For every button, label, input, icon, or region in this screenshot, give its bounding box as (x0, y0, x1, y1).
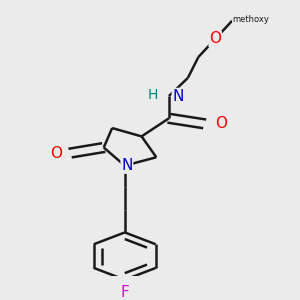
Text: F: F (120, 285, 129, 300)
Text: methoxy: methoxy (232, 15, 269, 24)
Text: H: H (148, 88, 158, 102)
Text: O: O (209, 32, 221, 46)
Text: O: O (215, 116, 227, 131)
Text: N: N (121, 158, 133, 173)
Text: N: N (172, 88, 184, 104)
Text: O: O (50, 146, 62, 160)
